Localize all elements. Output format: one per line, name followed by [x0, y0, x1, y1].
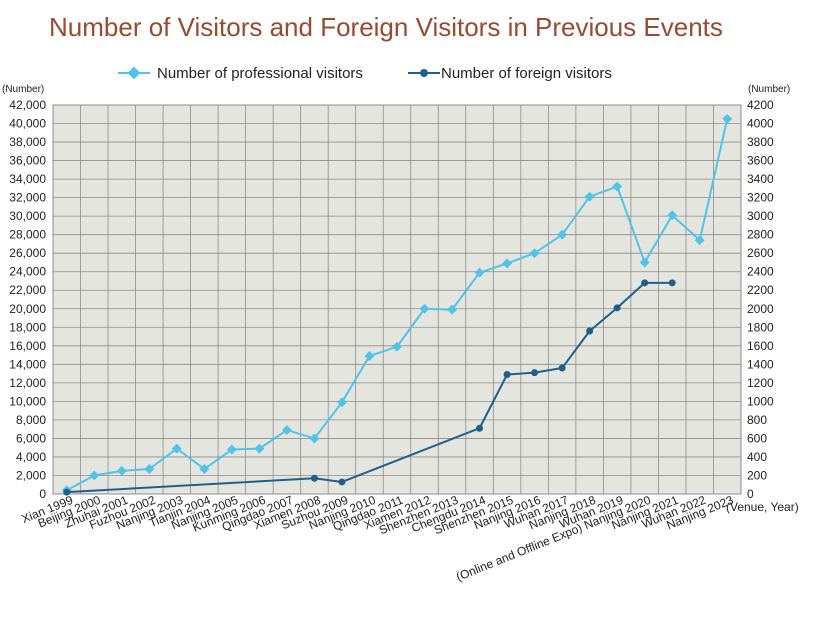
- point-professional: [474, 267, 485, 278]
- point-foreign: [63, 488, 71, 496]
- left-y-tick-label: 16,000: [9, 339, 46, 353]
- legend-marker-foreign: [420, 69, 428, 77]
- point-professional: [694, 235, 705, 246]
- right-y-tick-label: 1800: [747, 320, 774, 334]
- point-foreign: [613, 304, 621, 312]
- right-y-tick-label: 0: [747, 487, 754, 501]
- point-foreign: [531, 369, 539, 377]
- legend-marker-professional: [127, 66, 141, 80]
- right-y-tick-label: 1200: [747, 376, 774, 390]
- legend: Number of professional visitors Number of…: [118, 65, 612, 82]
- point-professional: [502, 258, 513, 269]
- point-professional: [392, 341, 402, 352]
- point-professional: [722, 113, 733, 124]
- right-y-tick-label: 1400: [747, 357, 774, 371]
- point-foreign: [476, 424, 484, 432]
- point-professional: [226, 444, 237, 455]
- left-y-tick-label: 4,000: [16, 450, 46, 464]
- plot-area: [52, 104, 742, 495]
- right-y-tick-label: 2400: [747, 265, 774, 279]
- left-y-tick-label: 6,000: [16, 431, 46, 445]
- left-y-axis: 0 2,000 4,000 6,000 8,000 10,000 12,000 14,000 1…: [9, 98, 46, 501]
- right-y-tick-label: 3400: [747, 172, 774, 186]
- point-professional: [557, 229, 568, 240]
- point-professional: [364, 351, 375, 361]
- point-professional: [337, 397, 347, 408]
- left-y-tick-label: 24,000: [9, 265, 46, 279]
- left-y-tick-label: 0: [39, 487, 46, 501]
- right-y-tick-label: 2000: [747, 302, 774, 316]
- right-y-tick-label: 2600: [747, 246, 774, 260]
- right-y-tick-label: 3200: [747, 191, 774, 205]
- point-professional: [171, 443, 182, 454]
- right-y-tick-label: 4200: [747, 98, 774, 112]
- chart-title: Number of Visitors and Foreign Visitors …: [49, 12, 723, 42]
- right-y-tick-label: 3600: [747, 154, 774, 168]
- point-foreign: [503, 371, 511, 379]
- point-professional: [281, 425, 292, 436]
- right-axis-unit: (Number): [748, 84, 790, 95]
- series-layer: [61, 113, 733, 496]
- right-y-tick-label: 2800: [747, 228, 774, 242]
- left-y-tick-label: 30,000: [9, 209, 46, 223]
- left-y-tick-label: 2,000: [16, 468, 46, 482]
- left-axis-unit: (Number): [2, 84, 44, 95]
- right-y-tick-label: 3000: [747, 209, 774, 223]
- point-professional: [639, 257, 650, 268]
- right-y-tick-label: 4000: [747, 117, 774, 131]
- right-y-tick-label: 1000: [747, 394, 774, 408]
- legend-label-professional: Number of professional visitors: [157, 65, 363, 82]
- left-y-tick-label: 40,000: [9, 117, 46, 131]
- left-y-tick-label: 8,000: [16, 413, 46, 427]
- point-foreign: [668, 279, 676, 287]
- left-y-tick-label: 32,000: [9, 191, 46, 205]
- left-y-tick-label: 14,000: [9, 357, 46, 371]
- point-foreign: [558, 364, 566, 372]
- left-y-tick-label: 20,000: [9, 302, 46, 316]
- point-foreign: [310, 474, 318, 482]
- right-y-tick-label: 200: [747, 468, 767, 482]
- left-y-tick-label: 18,000: [9, 320, 46, 334]
- right-y-tick-label: 600: [747, 431, 767, 445]
- point-professional: [447, 304, 457, 315]
- left-y-tick-label: 42,000: [9, 98, 46, 112]
- left-y-tick-label: 34,000: [9, 172, 46, 186]
- right-y-tick-label: 2200: [747, 283, 774, 297]
- left-y-tick-label: 26,000: [9, 246, 46, 260]
- x-axis-label: (Venue, Year): [726, 500, 799, 514]
- point-professional: [419, 303, 430, 314]
- point-professional: [144, 464, 155, 474]
- left-y-tick-label: 10,000: [9, 394, 46, 408]
- right-y-axis: 0 200 400 600 800 1000 1200 1400 1600 1800 2000 220…: [747, 98, 774, 501]
- right-y-tick-label: 3800: [747, 135, 774, 149]
- point-professional: [612, 181, 623, 192]
- point-professional: [667, 210, 678, 221]
- left-y-tick-label: 22,000: [9, 283, 46, 297]
- left-y-tick-label: 38,000: [9, 135, 46, 149]
- left-y-tick-label: 28,000: [9, 228, 46, 242]
- right-y-tick-label: 800: [747, 413, 767, 427]
- right-y-tick-label: 400: [747, 450, 767, 464]
- point-professional: [199, 464, 210, 474]
- left-y-tick-label: 36,000: [9, 154, 46, 168]
- point-foreign: [338, 478, 346, 486]
- left-y-tick-label: 12,000: [9, 376, 46, 390]
- point-professional: [309, 433, 320, 444]
- right-y-tick-label: 1600: [747, 339, 774, 353]
- point-professional: [529, 248, 540, 259]
- legend-label-foreign: Number of foreign visitors: [441, 65, 612, 82]
- point-foreign: [641, 279, 649, 287]
- point-professional: [584, 191, 595, 202]
- point-foreign: [586, 327, 594, 335]
